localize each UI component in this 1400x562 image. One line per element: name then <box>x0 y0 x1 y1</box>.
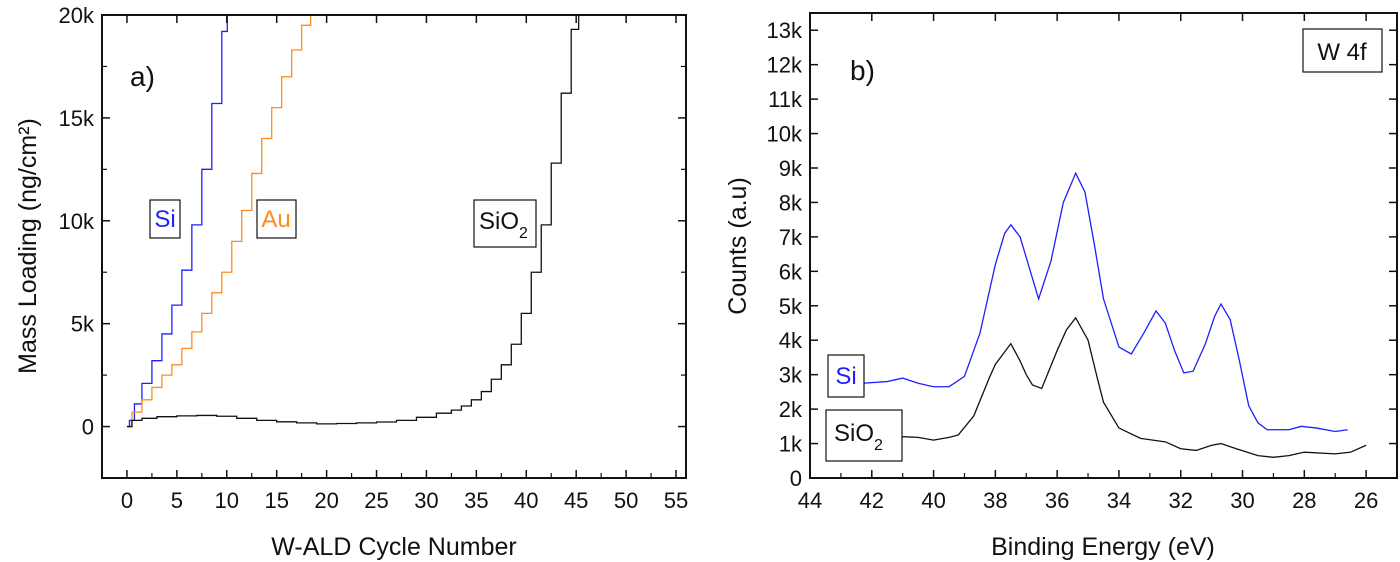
series-line-sio2 <box>126 15 582 428</box>
plot-frame <box>101 14 687 479</box>
svg-text:SiO2: SiO2 <box>479 208 528 242</box>
x-tick-label: 42 <box>860 488 884 513</box>
y-tick-label: 5k <box>779 294 803 319</box>
x-tick-label: 34 <box>1107 488 1131 513</box>
annotation-subscript: 2 <box>519 225 528 242</box>
x-tick-label: 20 <box>314 488 338 513</box>
svg-text:Si: Si <box>835 363 856 390</box>
y-tick-label: 6k <box>779 259 803 284</box>
panel-b: 44 42 40 38 36 34 32 30 28 26 0 1k 2k 3k 4k 5k 6k 7k 8k 9k 1… <box>767 12 1398 513</box>
y-tick-label: 7k <box>779 225 803 250</box>
series-line-si <box>862 171 1348 433</box>
y-tick-label: 0 <box>82 415 94 440</box>
y-tick-label: 1k <box>779 432 803 457</box>
x-tick-label: 26 <box>1354 488 1378 513</box>
series-line-sio2 <box>877 316 1367 458</box>
panel-a-ylabel: Mass Loading (ng/cm²) <box>14 118 42 374</box>
x-tick-label: 44 <box>798 488 822 513</box>
annotation-si-a: Si <box>149 199 181 239</box>
x-tick-label: 0 <box>121 488 133 513</box>
x-tick-label: 30 <box>1230 488 1254 513</box>
x-tick-label: 32 <box>1168 488 1192 513</box>
y-tick-label: 3k <box>779 363 803 388</box>
x-tick-label: 40 <box>514 488 538 513</box>
y-tick-label: 5k <box>71 312 95 337</box>
panel-b-ylabel: Counts (a.u) <box>724 177 752 315</box>
y-tick-label: 10k <box>59 209 95 234</box>
y-tick-label: 0 <box>790 466 802 491</box>
y-tick-label: 20k <box>59 3 95 28</box>
annotation-text: SiO <box>834 420 874 447</box>
svg-text:Si: Si <box>154 206 175 233</box>
y-tick-label: 12k <box>767 53 803 78</box>
panel-a-label: a) <box>130 61 155 92</box>
x-tick-label: 10 <box>215 488 239 513</box>
series-line-au <box>126 15 315 428</box>
panel-a-xlabel: W-ALD Cycle Number <box>271 533 516 561</box>
x-tick-label: 35 <box>464 488 488 513</box>
x-tick-label: 30 <box>414 488 438 513</box>
panel-b-xlabel: Binding Energy (eV) <box>991 533 1215 561</box>
x-tick-label: 28 <box>1292 488 1316 513</box>
annotation-si-b: Si <box>827 354 865 398</box>
x-tick-label: 40 <box>921 488 945 513</box>
y-tick-label: 9k <box>779 156 803 181</box>
panel-a: 0 5 10 15 20 25 30 35 40 45 50 55 0 5k 10k 15k 20k <box>59 3 689 513</box>
y-tick-label: 10k <box>767 122 803 147</box>
annotation-sio2-a: SiO2 <box>473 199 537 248</box>
svg-text:W 4f: W 4f <box>1317 39 1367 66</box>
x-tick-label: 55 <box>664 488 688 513</box>
x-tick-label: 36 <box>1045 488 1069 513</box>
series-line-si <box>126 15 228 428</box>
svg-text:SiO2: SiO2 <box>834 420 883 454</box>
y-tick-label: 13k <box>767 18 803 43</box>
y-tick-label: 4k <box>779 328 803 353</box>
x-tick-label: 45 <box>564 488 588 513</box>
annotation-sio2-b: SiO2 <box>825 409 903 462</box>
annotation-subscript: 2 <box>874 437 883 454</box>
x-tick-label: 15 <box>264 488 288 513</box>
y-tick-label: 2k <box>779 397 803 422</box>
y-tick-label: 11k <box>768 87 803 112</box>
x-tick-label: 25 <box>364 488 388 513</box>
x-tick-label: 50 <box>614 488 638 513</box>
y-tick-label: 8k <box>779 190 803 215</box>
annotation-au-a: Au <box>256 199 297 239</box>
x-tick-label: 38 <box>983 488 1007 513</box>
plot-frame <box>809 12 1398 479</box>
svg-text:Au: Au <box>261 206 290 233</box>
x-tick-label: 5 <box>171 488 183 513</box>
y-tick-label: 15k <box>59 106 95 131</box>
inset-label-w4f: W 4f <box>1302 28 1383 73</box>
panel-b-label: b) <box>850 55 875 86</box>
annotation-text: SiO <box>479 208 519 235</box>
